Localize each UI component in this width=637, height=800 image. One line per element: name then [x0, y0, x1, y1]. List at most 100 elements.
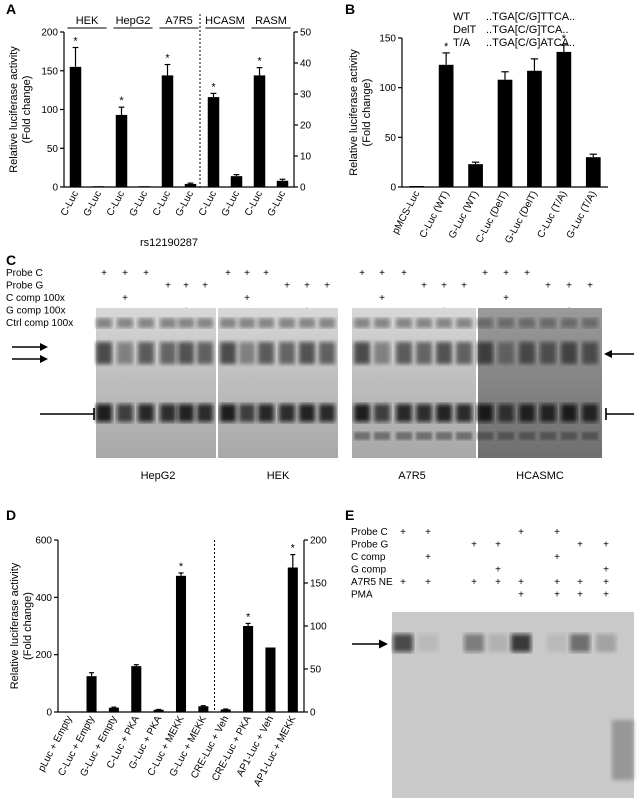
x-tick-label: C-Luc [243, 189, 265, 218]
gel-band [436, 432, 452, 440]
x-tick-label: G-Luc [174, 189, 196, 218]
bar [276, 180, 289, 187]
y-tick-label-left: 0 [390, 183, 396, 194]
gel-row-label: A7R5 NE [351, 577, 393, 588]
gel-band [258, 318, 274, 328]
gel-band [354, 404, 370, 422]
gel-band [258, 404, 274, 422]
plus-sign: + [263, 268, 269, 279]
gel-band [319, 318, 335, 328]
y-tick-label-left: 0 [46, 708, 52, 719]
plus-sign: + [545, 281, 551, 292]
gel-band [220, 404, 236, 422]
gel-cell-line: HCASMC [516, 470, 564, 482]
bar [108, 707, 119, 712]
gel-band [456, 342, 472, 364]
bar [468, 164, 483, 187]
bar [115, 114, 128, 187]
x-tick-label: C-Luc [59, 189, 81, 218]
plus-sign: + [518, 527, 524, 538]
gel-e-plus-signs: ++++++++++++++++++++++++ [400, 527, 609, 601]
x-tick-label: G-Luc [82, 189, 104, 218]
gel-band [582, 342, 598, 364]
y-tick-label-left: 200 [35, 650, 52, 661]
gel-band [239, 342, 255, 364]
bar [438, 64, 454, 187]
x-tick-label: pMCS-Luc [390, 189, 422, 236]
gel-band [354, 432, 370, 440]
gel-band [570, 634, 590, 652]
significance-star: * [246, 611, 251, 623]
gel-band [396, 404, 412, 422]
gel-row-label: Probe C [351, 527, 388, 538]
plus-sign: + [603, 577, 609, 588]
gel-band [477, 432, 493, 440]
cell-line-header: HCASM [205, 15, 245, 27]
gel-band [396, 432, 412, 440]
gel-band [498, 404, 514, 422]
plus-sign: + [202, 281, 208, 292]
plus-sign: + [324, 281, 330, 292]
gel-e-bands [393, 634, 634, 780]
significance-star: * [211, 81, 216, 93]
gel-c-row-labels: Probe C Probe GC comp 100x G comp 100xCtrl… [6, 268, 73, 329]
bar [556, 51, 572, 188]
plus-sign: + [524, 268, 530, 279]
plus-sign: + [425, 527, 431, 538]
gel-band [456, 318, 472, 328]
gel-row-label: Probe G [351, 540, 388, 551]
plus-sign: + [425, 552, 431, 563]
y-tick-label-right: 50 [310, 665, 322, 676]
gel-band [299, 404, 315, 422]
plus-sign: + [471, 540, 477, 551]
y-axis-label: Relative luciferase activity [348, 49, 360, 176]
arrow-left-icon [604, 350, 612, 358]
y-tick-label-left: 400 [35, 593, 52, 604]
arrow-right-icon [379, 639, 388, 649]
gel-band [220, 318, 236, 328]
gel-band [540, 342, 556, 364]
y-axis-label: (Fold change) [22, 592, 34, 660]
gel-band [117, 342, 133, 364]
plus-sign: + [183, 281, 189, 292]
x-tick-label: C-Luc [197, 189, 219, 218]
bar [153, 709, 164, 712]
bar [184, 183, 197, 187]
gel-band [477, 342, 493, 364]
gel-c-arrows [12, 343, 634, 420]
plus-sign: + [495, 565, 501, 576]
y-tick-label-left: 100 [379, 83, 396, 94]
bar [69, 66, 82, 187]
y-tick-label-right: 150 [310, 579, 327, 590]
gel-band [354, 342, 370, 364]
gel-band [519, 342, 535, 364]
gel-band [374, 318, 390, 328]
y-axis-label: Relative luciferase activity [9, 562, 21, 689]
gel-band [239, 318, 255, 328]
gel-band [547, 634, 567, 652]
plus-sign: + [577, 540, 583, 551]
gel-band [582, 432, 598, 440]
gel-band [511, 634, 531, 652]
gel-band [561, 404, 577, 422]
gel-band [519, 432, 535, 440]
gel-row-label: G comp [351, 565, 386, 576]
gel-band [299, 318, 315, 328]
plus-sign: + [101, 268, 107, 279]
significance-star: * [165, 53, 170, 65]
gel-band [160, 404, 176, 422]
x-tick-label: C-Luc [105, 189, 127, 218]
plus-sign: + [518, 590, 524, 601]
plus-sign: + [461, 281, 467, 292]
gel-band [96, 404, 112, 422]
significance-star: * [257, 56, 262, 68]
bar [230, 176, 243, 187]
gel-band [477, 404, 493, 422]
plus-sign: + [379, 293, 385, 304]
gel-band [220, 342, 236, 364]
gel-hek [218, 308, 338, 458]
gel-row-label: Probe C [6, 268, 43, 279]
plus-sign: + [603, 540, 609, 551]
